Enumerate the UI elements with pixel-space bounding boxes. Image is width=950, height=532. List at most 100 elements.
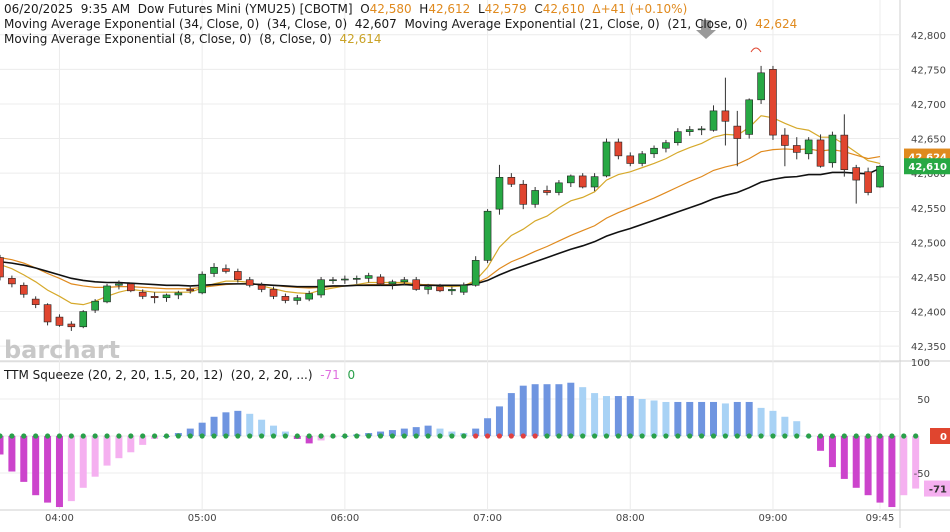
histogram-bar xyxy=(817,436,825,451)
candle xyxy=(459,282,468,295)
candle xyxy=(578,173,587,189)
candle xyxy=(757,65,765,104)
time-tick-label: 06:00 xyxy=(330,513,359,524)
ema34-value: 42,607 xyxy=(354,17,397,31)
squeeze-off-dot xyxy=(591,433,598,439)
squeeze-off-dot xyxy=(449,433,455,439)
squeeze-off-dot xyxy=(92,433,98,439)
squeeze-params: (20, 2, 20, ...) xyxy=(230,368,313,382)
squeeze-off-dot xyxy=(68,433,74,439)
candle-body-up xyxy=(198,273,206,294)
squeeze-off-dot xyxy=(782,433,788,439)
candle-body-down xyxy=(376,276,385,285)
histogram-bar xyxy=(710,401,718,436)
candle xyxy=(424,283,432,295)
squeeze-off-dot xyxy=(44,433,51,439)
histogram-bar xyxy=(32,436,40,496)
candle-body-down xyxy=(281,296,290,301)
squeeze-off-dot xyxy=(318,433,324,439)
histogram-bar xyxy=(424,425,432,436)
squeeze-off-dot xyxy=(259,433,265,439)
histogram-bar xyxy=(8,436,16,472)
candle-body-up xyxy=(555,182,563,193)
squeeze-off-dot xyxy=(104,433,110,439)
price-tick-label: 42,350 xyxy=(911,342,946,353)
histogram-bar xyxy=(555,384,563,436)
last-price-tag: 42,610 xyxy=(904,158,950,175)
histogram-bar xyxy=(745,401,753,436)
candle-body-up xyxy=(115,283,123,286)
histogram-bar xyxy=(270,425,278,436)
candle-body-down xyxy=(781,134,789,146)
candle-body-down xyxy=(614,141,623,157)
squeeze-off-dot xyxy=(615,433,621,439)
histogram-bar xyxy=(222,412,230,436)
candle xyxy=(234,268,242,283)
candle xyxy=(31,296,40,309)
candle xyxy=(840,114,849,177)
squeeze-off-dot xyxy=(699,433,705,439)
histogram-bar xyxy=(20,436,28,482)
candle-body-down xyxy=(19,284,28,295)
header-high-value: 42,612 xyxy=(428,2,471,16)
histogram-bar xyxy=(412,427,420,436)
squeeze-off-dot xyxy=(627,433,633,439)
candle-body-up xyxy=(757,72,765,101)
candle-body-up xyxy=(662,142,670,149)
histogram-bar xyxy=(840,436,848,479)
squeeze-off-dot xyxy=(639,433,645,439)
histogram-bar xyxy=(769,410,777,436)
candle-body-down xyxy=(67,323,76,328)
annotations xyxy=(696,20,762,53)
histogram-bar xyxy=(186,428,194,436)
squeeze-off-dot xyxy=(544,433,550,439)
candle-body-down xyxy=(864,171,872,193)
squeeze-off-dot xyxy=(663,433,669,439)
squeeze-off-dot xyxy=(913,433,919,439)
candle-body-down xyxy=(222,268,230,272)
squeeze-off-dot xyxy=(817,433,824,439)
ema34-params: (34, Close, 0) xyxy=(266,17,348,31)
ema21-value-tag-text: 42,624 xyxy=(908,153,947,164)
ema21-label: Moving Average Exponential (21, Close, 0… xyxy=(404,17,660,31)
squeeze-label: TTM Squeeze (20, 2, 20, 1.5, 20, 12) xyxy=(4,368,224,382)
header-low-value: 42,579 xyxy=(484,2,527,16)
candle-body-up xyxy=(602,141,611,177)
candle-body-down xyxy=(8,278,16,285)
last-price-tag-text: 42,610 xyxy=(908,162,947,173)
candle xyxy=(67,321,76,331)
candle-body-down xyxy=(138,291,147,297)
momentum-value-tag-bg xyxy=(924,480,950,497)
squeeze-off-dot xyxy=(829,433,836,439)
candle xyxy=(245,276,254,288)
time-tick-label: 09:45 xyxy=(866,513,895,524)
candle-body-up xyxy=(162,294,171,299)
squeeze-histogram xyxy=(0,382,920,508)
squeeze-off-dot xyxy=(223,433,229,439)
candle-body-up xyxy=(471,260,480,286)
candle-body-up xyxy=(317,279,325,296)
candle-body-up xyxy=(448,289,456,292)
candle xyxy=(162,293,171,302)
candle-body-up xyxy=(804,139,813,155)
squeeze-header: TTM Squeeze (20, 2, 20, 1.5, 20, 12) (20… xyxy=(4,368,355,382)
squeeze-off-dot xyxy=(270,433,277,439)
candle xyxy=(269,286,278,300)
header-high-label: H xyxy=(419,2,429,16)
ema34-label: Moving Average Exponential (34, Close, 0… xyxy=(4,17,260,31)
squeeze-off-dot xyxy=(425,433,431,439)
candle-body-up xyxy=(483,210,492,261)
header-line-1: 06/20/2025 9:35 AM Dow Futures Mini (YMU… xyxy=(4,2,687,16)
candle xyxy=(876,164,884,188)
squeeze-tick-label: 50 xyxy=(917,395,930,406)
candle xyxy=(293,294,302,305)
candle-body-up xyxy=(329,279,337,282)
histogram-bar xyxy=(103,436,111,466)
candle xyxy=(685,126,694,136)
squeeze-off-dot xyxy=(33,433,39,439)
squeeze-dots xyxy=(0,433,919,439)
candle-body-down xyxy=(150,296,159,299)
candle xyxy=(828,131,837,168)
candle-body-down xyxy=(792,145,801,153)
